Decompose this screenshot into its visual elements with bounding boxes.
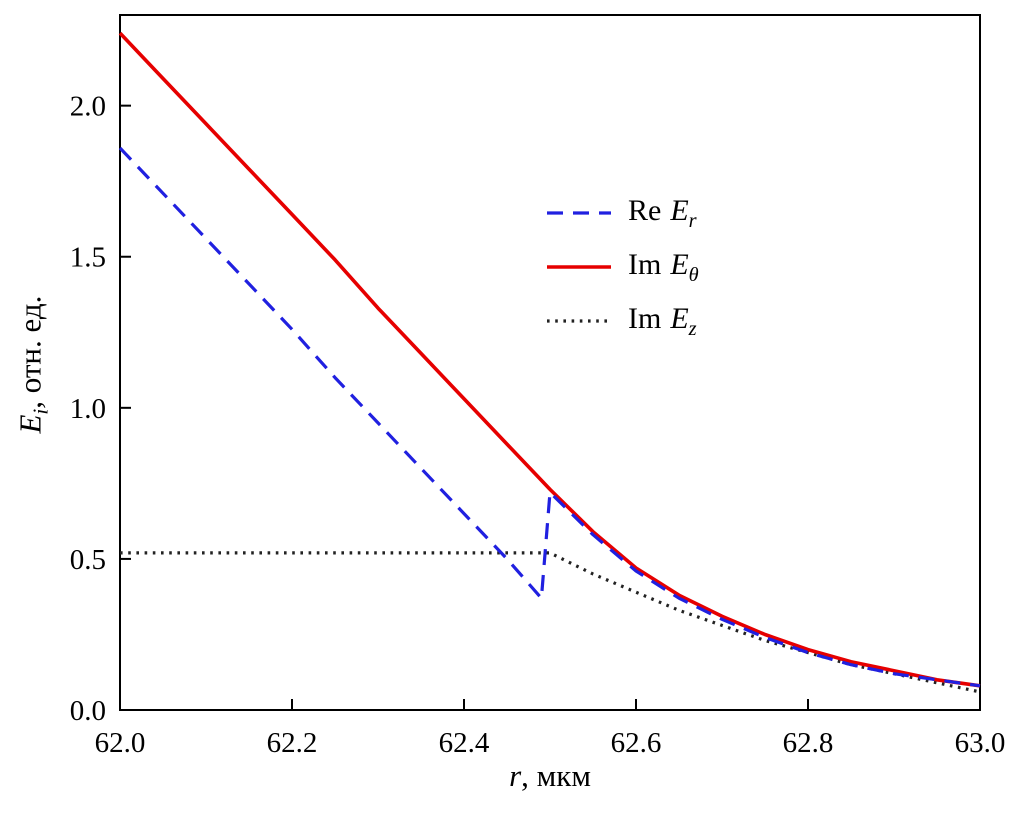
legend-label-im-ez: Im Ez (628, 302, 697, 341)
y-axis-subscript: i (28, 408, 53, 415)
svg-text:62.2: 62.2 (267, 727, 318, 759)
legend-prefix: Im (628, 247, 662, 281)
svg-text:1.0: 1.0 (70, 393, 106, 425)
legend-label-re-er: Re Er (628, 194, 697, 233)
legend-variable: E (670, 193, 689, 227)
legend-prefix: Im (628, 301, 662, 335)
x-axis-variable: r (509, 758, 522, 793)
y-axis-label: Ei, отн. ед. (12, 165, 53, 565)
legend: Re Er Im Eθ Im Ez (546, 186, 699, 348)
y-axis-variable: E (12, 414, 48, 434)
svg-text:1.5: 1.5 (70, 242, 106, 274)
legend-subscript: r (688, 209, 697, 232)
legend-variable: E (670, 301, 689, 335)
legend-line-sample-dotted (547, 319, 611, 323)
legend-label-im-etheta: Im Eθ (628, 248, 699, 287)
x-axis-label: r, мкм (120, 758, 980, 794)
svg-text:0.5: 0.5 (70, 544, 106, 576)
y-axis-units: , отн. ед. (12, 295, 48, 409)
legend-prefix: Re (628, 193, 662, 227)
legend-line-sample-dashed (547, 211, 611, 215)
x-axis-units: , мкм (521, 758, 591, 793)
svg-text:0.0: 0.0 (70, 695, 106, 727)
legend-subscript: θ (688, 263, 699, 286)
legend-item-im-etheta: Im Eθ (546, 240, 699, 294)
legend-line-sample-solid (547, 265, 611, 269)
svg-text:62.6: 62.6 (611, 727, 662, 759)
svg-text:62.8: 62.8 (783, 727, 834, 759)
legend-item-re-er: Re Er (546, 186, 699, 240)
legend-item-im-ez: Im Ez (546, 294, 699, 348)
svg-text:63.0: 63.0 (955, 727, 1006, 759)
legend-subscript: z (688, 317, 697, 340)
svg-text:2.0: 2.0 (70, 91, 106, 123)
svg-text:62.4: 62.4 (439, 727, 490, 759)
svg-text:62.0: 62.0 (95, 727, 146, 759)
legend-variable: E (670, 247, 689, 281)
